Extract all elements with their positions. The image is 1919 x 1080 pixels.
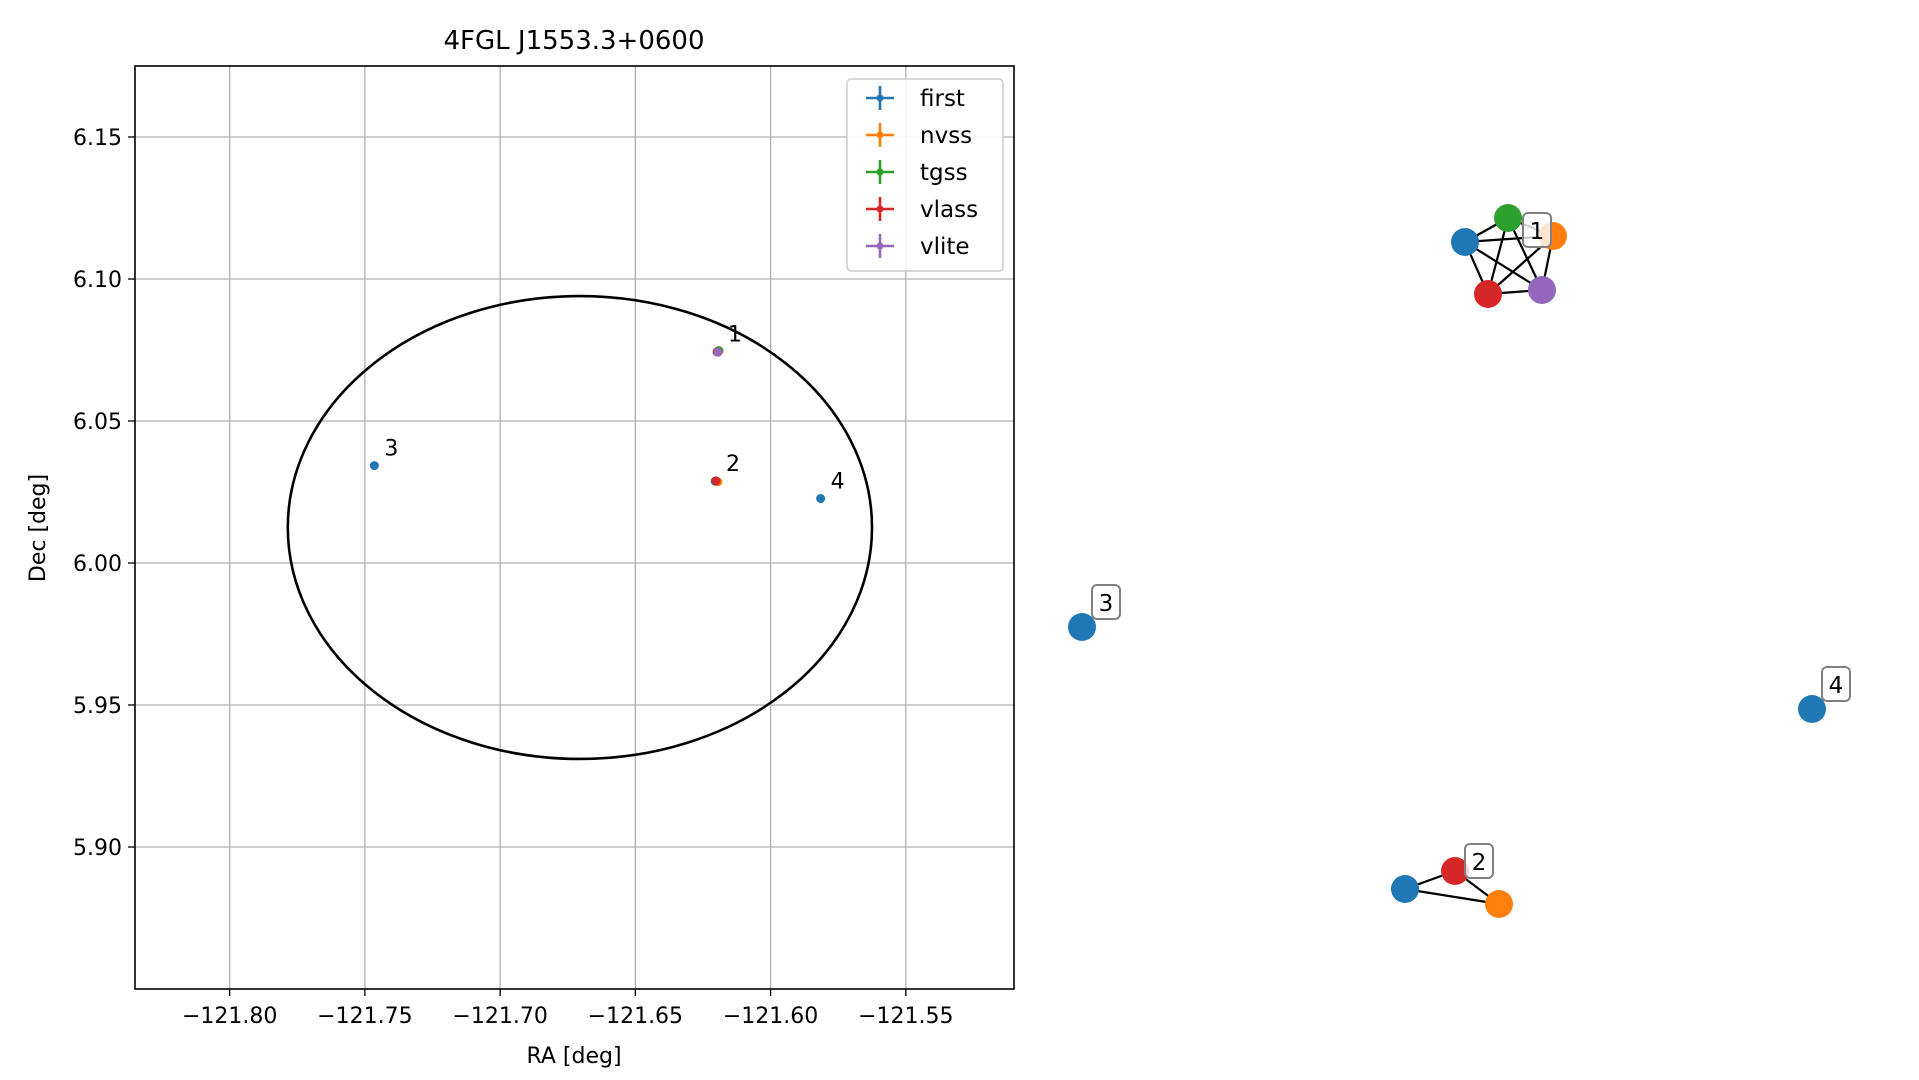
y-tick-label-4: 6.10 (73, 268, 122, 293)
group-label-box-2 (1464, 843, 1494, 879)
group-label-4: 4 (1829, 673, 1844, 699)
plot-frame (134, 65, 1015, 990)
legend-label-tgss: tgss (920, 160, 968, 186)
legend-label-vlass: vlass (920, 197, 978, 223)
x-axis-label: RA [deg] (526, 1044, 621, 1069)
group-label-box-4 (1821, 666, 1851, 702)
point-vlass-1 (711, 476, 721, 486)
legend-marker-dot-vlass (876, 205, 884, 213)
network-panel: 1 2 3 4 (1068, 204, 1851, 918)
point-vlite-0 (713, 347, 723, 357)
group-label-box-1 (1522, 212, 1552, 248)
legend-box (846, 78, 1004, 272)
point-annotation-3: 3 (384, 437, 398, 462)
point-annotation-2: 2 (726, 452, 740, 477)
x-tick-label-2: −121.70 (452, 1004, 547, 1029)
annotations-layer: 1 2 3 4 (384, 322, 844, 494)
legend-marker-dot-nvss (876, 131, 884, 139)
y-tick-label-3: 6.05 (73, 410, 122, 435)
point-annotation-4: 4 (831, 470, 845, 495)
legend-label-first: first (920, 86, 965, 112)
y-tick-label-0: 5.90 (73, 836, 122, 861)
node-g2-first (1391, 875, 1419, 903)
legend-label-nvss: nvss (920, 123, 972, 149)
group-label-box-3 (1091, 584, 1121, 620)
point-first-3 (816, 494, 826, 504)
group-labels-layer: 1 2 3 4 (1091, 212, 1851, 879)
node-g2-vlass (1441, 857, 1469, 885)
legend-marker-dot-vlite (876, 242, 884, 250)
y-ticks: 5.90 5.95 6.00 6.05 6.10 6.15 (73, 126, 135, 861)
legend-label-vlite: vlite (920, 234, 970, 260)
x-tick-label-5: −121.55 (858, 1004, 953, 1029)
group-label-2: 2 (1472, 850, 1487, 876)
y-tick-label-2: 6.00 (73, 552, 122, 577)
group-label-3: 3 (1099, 591, 1114, 617)
nodes-layer (1068, 204, 1826, 918)
node-g1-first (1451, 228, 1479, 256)
ellipse-layer (286, 294, 874, 761)
node-g1-vlite (1528, 276, 1556, 304)
group-label-1: 1 (1530, 219, 1545, 245)
node-g1-vlass (1474, 280, 1502, 308)
points-layer (369, 346, 826, 504)
edge-3 (1464, 241, 1543, 291)
node-g2-nvss (1485, 890, 1513, 918)
y-tick-label-5: 6.15 (73, 126, 122, 151)
point-first-2 (369, 461, 379, 471)
node-g3-first (1068, 613, 1096, 641)
y-tick-label-1: 5.95 (73, 694, 122, 719)
node-g4-first (1798, 695, 1826, 723)
y-axis-label: Dec [deg] (26, 474, 51, 582)
x-tick-label-4: −121.60 (723, 1004, 818, 1029)
point-annotation-1: 1 (728, 322, 742, 347)
edge-11 (1404, 887, 1500, 906)
x-ticks: −121.80 −121.75 −121.70 −121.65 −121.60 −121.… (182, 989, 954, 1029)
legend: first nvss tgss vlass vlite (846, 78, 1004, 272)
node-g1-tgss (1494, 204, 1522, 232)
x-tick-label-1: −121.75 (317, 1004, 412, 1029)
x-tick-label-3: −121.65 (588, 1004, 683, 1029)
chart-title: 4FGL J1553.3+0600 (444, 26, 705, 56)
legend-marker-dot-first (876, 94, 884, 102)
legend-marker-dot-tgss (876, 168, 884, 176)
x-tick-label-0: −121.80 (182, 1004, 277, 1029)
error-ellipse (286, 294, 874, 761)
legend-entries: first nvss tgss vlass vlite (866, 86, 978, 260)
